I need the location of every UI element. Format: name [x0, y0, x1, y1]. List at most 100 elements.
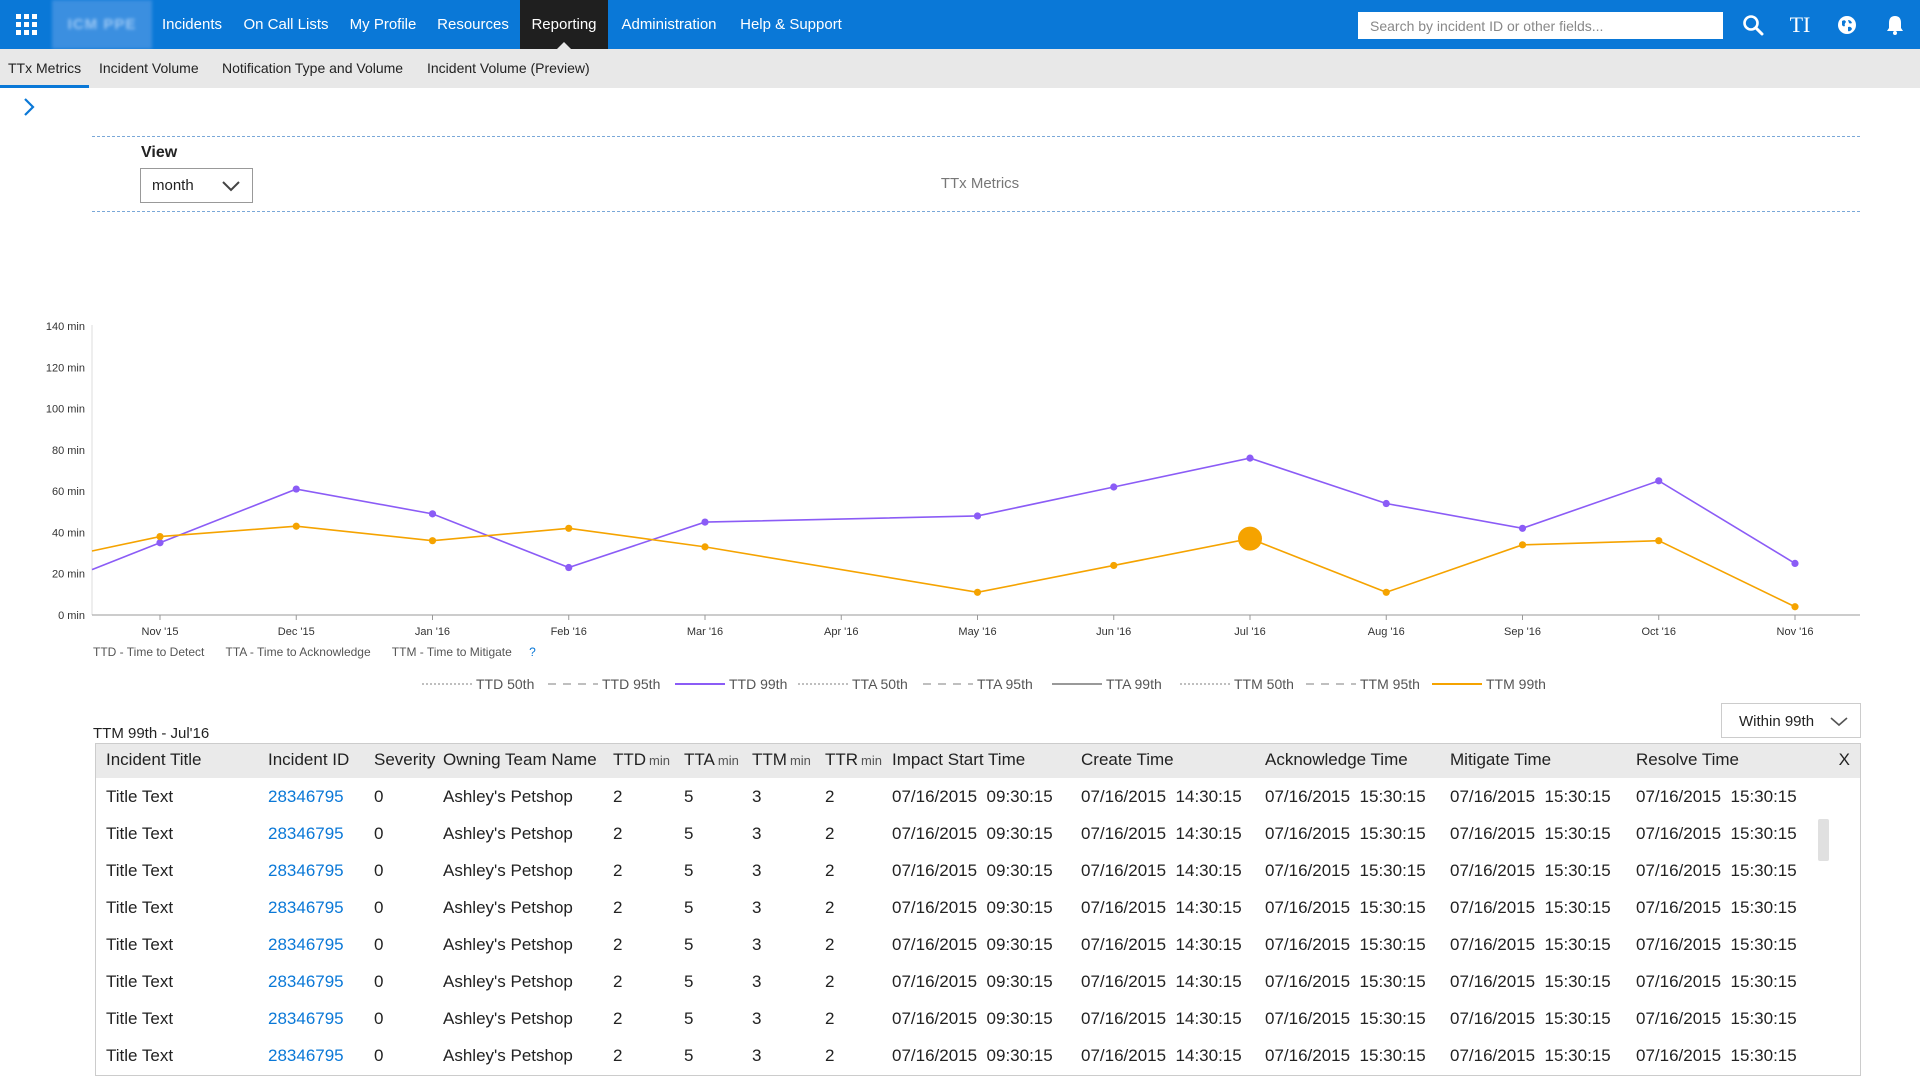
- globe-icon[interactable]: [1832, 0, 1862, 49]
- y-tick-label: 140 min: [46, 321, 85, 333]
- percentile-filter-dropdown[interactable]: Within 99th: [1721, 703, 1861, 738]
- table-row[interactable]: Title Text 28346795 0 Ashley's Petshop 2 5 3 2 0…: [96, 1037, 1860, 1074]
- table-row[interactable]: Title Text 28346795 0 Ashley's Petshop 2 5 3 2 0…: [96, 926, 1860, 963]
- incident-id-link[interactable]: 28346795: [268, 1009, 344, 1028]
- table-cell: 07/16/2015 15:30:15: [1265, 787, 1426, 806]
- search-icon[interactable]: [1738, 0, 1768, 49]
- column-header[interactable]: TTM min: [752, 750, 811, 770]
- incident-id-link[interactable]: 28346795: [268, 787, 344, 806]
- table-row[interactable]: Title Text 28346795 0 Ashley's Petshop 2 5 3 2 0…: [96, 778, 1860, 815]
- column-header[interactable]: Mitigate Time: [1450, 750, 1551, 770]
- x-tick-label: Nov '16: [1777, 626, 1814, 638]
- abbreviation-ttd: TTD - Time to Detect: [93, 645, 205, 659]
- table-row[interactable]: Title Text 28346795 0 Ashley's Petshop 2 5 3 2 0…: [96, 815, 1860, 852]
- table-cell: 07/16/2015 14:30:15: [1081, 972, 1242, 991]
- column-header-label: TTD: [613, 750, 647, 769]
- table-cell: 2: [825, 972, 835, 991]
- bell-icon[interactable]: [1880, 0, 1910, 49]
- column-header[interactable]: Incident Title: [106, 750, 201, 770]
- view-dropdown-value: month: [152, 177, 194, 194]
- text-size-icon[interactable]: TI: [1789, 11, 1811, 37]
- table-cell: 07/16/2015 14:30:15: [1081, 787, 1242, 806]
- legend-item[interactable]: TTM 50th: [1180, 674, 1294, 694]
- table-cell: 07/16/2015 09:30:15: [892, 898, 1053, 917]
- table-cell: 0: [374, 898, 384, 917]
- close-table-button[interactable]: X: [1838, 750, 1850, 769]
- table-row[interactable]: Title Text 28346795 0 Ashley's Petshop 2 5 3 2 0…: [96, 963, 1860, 1000]
- legend-item[interactable]: TTM 95th: [1306, 674, 1420, 694]
- nav-item-my-profile[interactable]: My Profile: [349, 16, 417, 33]
- incident-id-link[interactable]: 28346795: [268, 935, 344, 954]
- table-row[interactable]: Title Text 28346795 0 Ashley's Petshop 2 5 3 2 0…: [96, 852, 1860, 889]
- column-header[interactable]: Acknowledge Time: [1265, 750, 1408, 770]
- view-dropdown[interactable]: month: [140, 168, 253, 203]
- column-header-label: Resolve Time: [1636, 750, 1739, 769]
- table-cell: 07/16/2015 15:30:15: [1265, 898, 1426, 917]
- column-header[interactable]: Create Time: [1081, 750, 1174, 770]
- incident-id-link[interactable]: 28346795: [268, 972, 344, 991]
- legend-item[interactable]: TTM 99th: [1432, 674, 1546, 694]
- percentile-filter-value: Within 99th: [1739, 713, 1815, 730]
- table-cell: 07/16/2015 15:30:15: [1450, 972, 1611, 991]
- column-header-label: Create Time: [1081, 750, 1174, 769]
- nav-item-help-support[interactable]: Help & Support: [740, 16, 842, 33]
- table-row[interactable]: Title Text 28346795 0 Ashley's Petshop 2 5 3 2 0…: [96, 889, 1860, 926]
- nav-item-resources[interactable]: Resources: [437, 16, 509, 33]
- column-header[interactable]: TTD min: [613, 750, 670, 770]
- legend-item[interactable]: TTA 95th: [923, 674, 1033, 694]
- data-point: [428, 510, 437, 518]
- series-line: [91, 457, 1796, 571]
- data-point: [1246, 454, 1254, 462]
- nav-item-on-call-lists[interactable]: On Call Lists: [243, 16, 329, 33]
- nav-item-administration[interactable]: Administration: [621, 16, 717, 33]
- data-point: [1791, 603, 1799, 611]
- incident-id-link[interactable]: 28346795: [268, 898, 344, 917]
- tab-incident-volume-preview[interactable]: Incident Volume (Preview): [427, 60, 590, 76]
- table-row[interactable]: Title Text 28346795 0 Ashley's Petshop 2 5 3 2 0…: [96, 1000, 1860, 1037]
- legend-item[interactable]: TTD 95th: [548, 674, 660, 694]
- column-header[interactable]: TTA min: [684, 750, 739, 770]
- column-header[interactable]: Impact Start Time: [892, 750, 1025, 770]
- legend-item[interactable]: TTD 99th: [675, 674, 787, 694]
- legend-swatch-icon: [923, 683, 973, 685]
- brand-logo[interactable]: ICM PPE: [52, 0, 152, 49]
- table-cell: 07/16/2015 15:30:15: [1450, 861, 1611, 880]
- table-cell: 2: [825, 935, 835, 954]
- table-cell: 07/16/2015 15:30:15: [1450, 1009, 1611, 1028]
- tab-incident-volume[interactable]: Incident Volume: [99, 60, 199, 76]
- column-header[interactable]: Severity: [374, 750, 435, 770]
- table-cell: 5: [684, 1046, 694, 1065]
- incident-id-link[interactable]: 28346795: [268, 861, 344, 880]
- nav-item-incidents[interactable]: Incidents: [161, 16, 223, 33]
- legend-item[interactable]: TTA 50th: [798, 674, 908, 694]
- incident-id-link[interactable]: 28346795: [268, 1046, 344, 1065]
- table-cell: 5: [684, 972, 694, 991]
- search-input[interactable]: [1358, 12, 1723, 39]
- column-unit: min: [789, 753, 811, 768]
- table-scrollbar[interactable]: [1818, 819, 1829, 861]
- legend-item[interactable]: TTD 50th: [422, 674, 534, 694]
- table-cell: Ashley's Petshop: [443, 1046, 573, 1065]
- data-point: [1110, 561, 1118, 570]
- table-cell: 2: [613, 972, 623, 991]
- column-header[interactable]: Incident ID: [268, 750, 349, 770]
- x-tick-label: Jul '16: [1234, 626, 1265, 638]
- table-cell: 07/16/2015 15:30:15: [1636, 861, 1797, 880]
- app-launcher-waffle-icon[interactable]: [0, 0, 52, 49]
- column-header[interactable]: Owning Team Name: [443, 750, 597, 770]
- legend-item[interactable]: TTA 99th: [1052, 674, 1162, 694]
- table-cell: 5: [684, 935, 694, 954]
- nav-item-reporting[interactable]: Reporting: [520, 0, 608, 49]
- tab-ttx-metrics[interactable]: TTx Metrics: [0, 49, 90, 88]
- x-tick-label: Oct '16: [1641, 626, 1676, 638]
- y-tick-label: 20 min: [52, 569, 85, 581]
- y-tick-label: 100 min: [46, 404, 85, 416]
- tab-notification-type-and-volume[interactable]: Notification Type and Volume: [222, 60, 404, 76]
- table-cell: 0: [374, 972, 384, 991]
- help-icon[interactable]: ?: [529, 645, 536, 659]
- table-cell: Title Text: [106, 1046, 174, 1065]
- column-header[interactable]: TTR min: [825, 750, 882, 770]
- column-header[interactable]: Resolve Time: [1636, 750, 1739, 770]
- incident-id-link[interactable]: 28346795: [268, 824, 344, 843]
- expand-sidebar-chevron-icon[interactable]: [22, 96, 36, 123]
